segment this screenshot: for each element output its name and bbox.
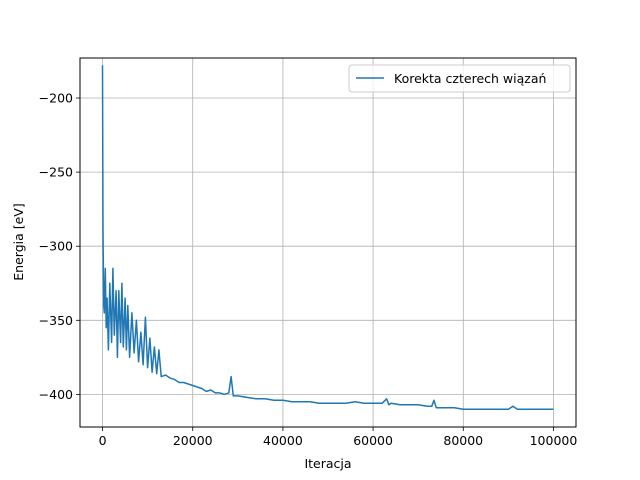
legend-label: Korekta czterech wiązań — [394, 71, 546, 86]
y-axis-ticks: −200 −250 −300 −350 −400 — [39, 91, 80, 402]
x-axis-label: Iteracja — [304, 456, 351, 471]
series-line — [101, 65, 554, 410]
x-tick-label: 80000 — [443, 433, 483, 448]
y-tick-label: −200 — [39, 91, 73, 106]
x-tick-label: 60000 — [353, 433, 393, 448]
legend: Korekta czterech wiązań — [348, 64, 571, 93]
y-tick-label: −300 — [39, 239, 73, 254]
grid-lines — [80, 58, 576, 427]
plot-frame — [79, 57, 577, 428]
x-tick-label: 100000 — [530, 433, 578, 448]
x-tick-label: 0 — [99, 433, 107, 448]
x-tick-label: 40000 — [263, 433, 303, 448]
legend-box — [348, 64, 571, 93]
x-tick-label: 20000 — [173, 433, 213, 448]
y-tick-label: −250 — [39, 165, 73, 180]
series-group — [101, 65, 554, 410]
x-axis-ticks: 0 20000 40000 60000 80000 100000 — [99, 427, 578, 448]
y-tick-label: −400 — [39, 387, 73, 402]
y-tick-label: −350 — [39, 313, 73, 328]
y-axis-label: Energia [eV] — [11, 203, 26, 280]
